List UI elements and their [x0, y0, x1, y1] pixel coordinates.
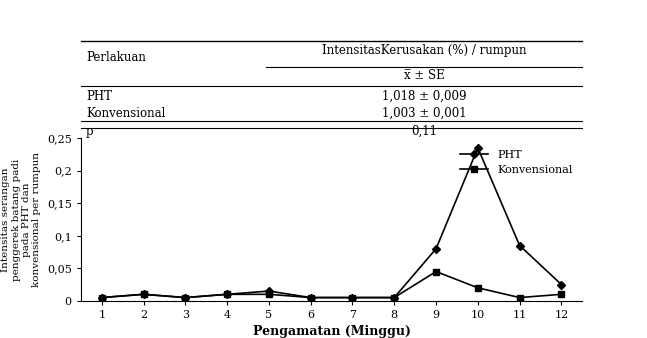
Konvensional [558, 292, 565, 296]
PHT [223, 292, 231, 296]
Text: 1,018 ± 0,009: 1,018 ± 0,009 [382, 90, 466, 103]
Text: 1,003 ± 0,001: 1,003 ± 0,001 [382, 107, 466, 120]
Konvensional [474, 286, 482, 290]
Text: 0,11: 0,11 [411, 125, 437, 138]
PHT [265, 289, 273, 293]
Konvensional [98, 295, 105, 299]
PHT [140, 292, 148, 296]
PHT [307, 295, 314, 299]
PHT [181, 295, 189, 299]
Text: p: p [86, 125, 94, 138]
Legend: PHT, Konvensional: PHT, Konvensional [456, 145, 576, 180]
PHT [390, 295, 398, 299]
Text: Perlakuan: Perlakuan [86, 51, 146, 64]
Text: x̅ ± SE: x̅ ± SE [404, 70, 444, 82]
Konvensional [223, 292, 231, 296]
Konvensional [181, 295, 189, 299]
Konvensional [307, 295, 314, 299]
X-axis label: Pengamatan (Minggu): Pengamatan (Minggu) [252, 325, 411, 338]
Text: Konvensional: Konvensional [86, 107, 165, 120]
PHT [558, 283, 565, 287]
PHT [98, 295, 105, 299]
PHT [516, 243, 523, 247]
Y-axis label: Intensitas serangan
penggerek batang padi
pada PHT dan
konvensional per rumpun: Intensitas serangan penggerek batang pad… [1, 152, 41, 287]
Konvensional [432, 269, 440, 273]
Text: IntensitasKerusakan (%) / rumpun: IntensitasKerusakan (%) / rumpun [322, 44, 527, 57]
Konvensional [140, 292, 148, 296]
Konvensional [349, 295, 356, 299]
PHT [474, 146, 482, 150]
Konvensional [265, 292, 273, 296]
PHT [349, 295, 356, 299]
Line: Konvensional: Konvensional [99, 269, 564, 300]
Konvensional [390, 295, 398, 299]
PHT [432, 247, 440, 251]
Text: PHT: PHT [86, 90, 112, 103]
Line: PHT: PHT [99, 145, 564, 300]
Konvensional [516, 295, 523, 299]
